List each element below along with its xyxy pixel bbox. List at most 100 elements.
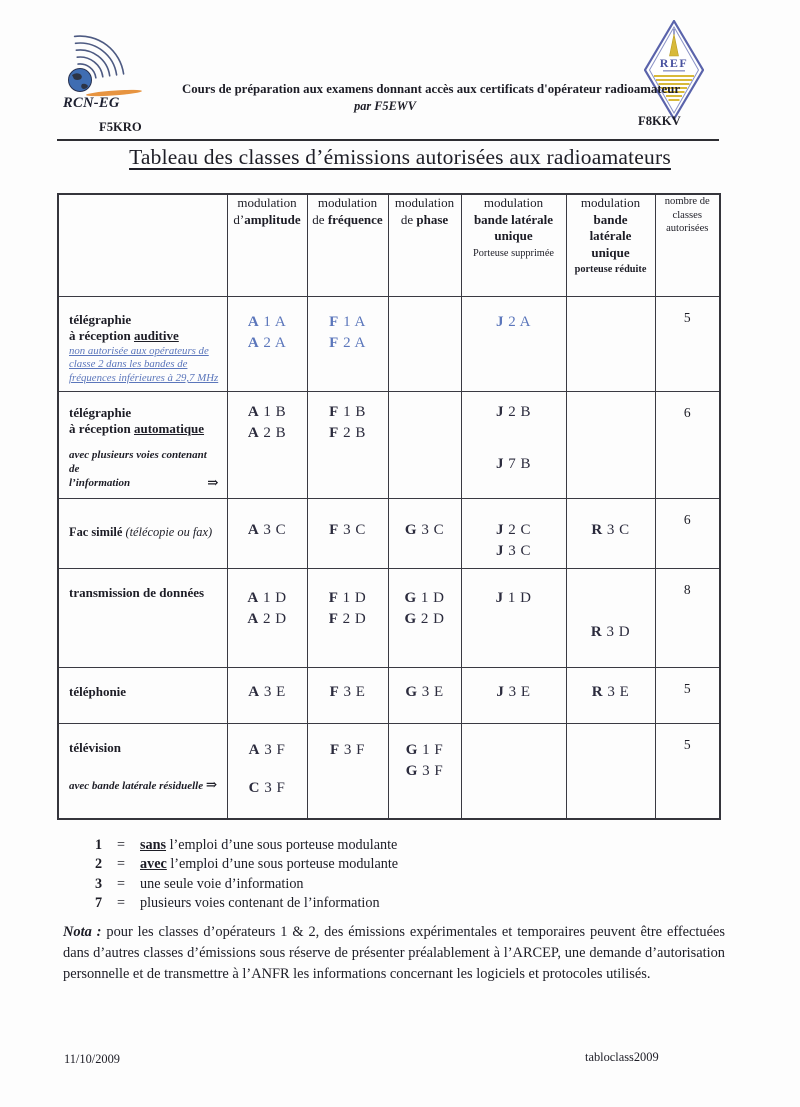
row-telegraphie-auditive: télégraphie à réception auditive non aut… [57, 295, 721, 392]
header-keyword: unique [591, 244, 630, 260]
orange-swoosh [86, 89, 142, 97]
row-telegraphie-automatique: télégraphie à réception automatique avec… [57, 390, 721, 499]
cell-blu-reduite: R 3 D [565, 567, 656, 668]
cell-amplitude: A 1 B A 2 B [226, 390, 308, 499]
emission-code: J 7 B [495, 455, 531, 472]
legend-item: 3 = une seule voie d’information [95, 875, 398, 894]
emission-code: A 3 C [247, 521, 287, 538]
row-note: avec bande latérale résiduelle ⇒ [69, 778, 219, 793]
globe-icon [68, 68, 92, 92]
row-note-blue: non autorisée aux opérateurs de classe 2… [69, 345, 219, 389]
col-header-nombre-classes: nombre de classes autorisées [654, 193, 721, 297]
row-label-cell: téléphonie [57, 666, 228, 724]
legend-keyword: avec [140, 856, 167, 873]
col-header-modulation-amplitude: modulation d’amplitude [226, 193, 308, 297]
rcn-eg-logo [68, 35, 142, 97]
header-line: modulation [483, 195, 544, 210]
legend-item: 1 = sans l’emploi d’une sous porteuse mo… [95, 836, 398, 855]
ref-logo: REF [644, 20, 704, 120]
legend-number: 1 [95, 837, 103, 853]
note-line: l’information ⇒ [69, 474, 219, 490]
row-title: téléphonie [69, 683, 127, 699]
emission-code: J 2 B [495, 403, 531, 420]
legend-rest: plusieurs voies contenant de l’informati… [140, 894, 380, 911]
course-title-line: Cours de préparation aux examens donnant… [181, 82, 681, 96]
emission-code: F 1 D [328, 589, 367, 606]
cell-amplitude: A 1 A A 2 A [226, 295, 308, 392]
header-subtext: Porteuse supprimée [473, 247, 554, 259]
legend-number: 3 [95, 875, 103, 892]
emission-code: G 3 C [404, 521, 445, 538]
row-title-emph: auditive [133, 328, 179, 343]
nota-text: pour les classes d’opérateurs 1 & 2, des… [63, 924, 725, 982]
globe-continent [72, 73, 82, 80]
emission-code: A 1 D [247, 589, 287, 606]
emission-code: R 3 E [591, 683, 630, 700]
col-header-modulation-phase: modulation de phase [387, 193, 462, 297]
cell-frequence: F 3 E [306, 666, 389, 724]
cell-phase: G 3 E [387, 666, 462, 724]
header-line: autorisées [666, 223, 709, 234]
double-arrow-icon: ⇒ [205, 777, 218, 792]
legend-rest: une seule voie d’information [140, 875, 304, 892]
legend-number: 2 [95, 856, 103, 873]
header-keyword: bande latérale [473, 211, 554, 227]
header-line: de fréquence [308, 212, 388, 229]
header-line: modulation [580, 195, 641, 210]
emission-code: A 3 E [248, 683, 286, 700]
note-line: fréquences inférieures à 29,7 MHz [69, 372, 219, 385]
table-header-row: modulation d’amplitude modulation de fré… [57, 193, 721, 297]
footer-date: 11/10/2009 [64, 1052, 120, 1066]
header-pre: de [312, 211, 328, 227]
cell-amplitude: A 3 F C 3 F [226, 722, 308, 820]
cell-blu-supprimee [460, 722, 567, 820]
emission-code: J 2 C [495, 521, 531, 538]
callsign-left: F5KRO [99, 120, 142, 134]
ref-diamond-inner [648, 25, 700, 115]
note-line: avec bande latérale résiduelle ⇒ [69, 778, 219, 793]
cell-blu-reduite [565, 722, 656, 820]
row-label-cell: télévision avec bande latérale résiduell… [57, 722, 228, 820]
emission-code: A 1 A [247, 313, 287, 330]
emission-code: G 2 D [404, 610, 445, 627]
emission-code: A 2 D [247, 610, 287, 627]
emission-code: G 1 D [404, 589, 445, 606]
row-title: télégraphie [69, 404, 132, 420]
row-title: Fac similé [69, 524, 123, 539]
cell-blu-reduite [565, 390, 656, 499]
emission-code: F 2 A [329, 334, 366, 351]
ref-hatch-lines [654, 75, 694, 101]
row-title: à réception automatique [69, 421, 219, 438]
cell-blu-supprimee: J 2 C J 3 C [460, 497, 567, 569]
row-label-cell: transmission de données [57, 567, 228, 668]
legend-equals: = [117, 875, 126, 892]
legend-text: une seule voie d’information [140, 875, 304, 894]
header-line: nombre de [664, 196, 710, 207]
antenna-tower-icon [669, 33, 679, 57]
cell-count: 6 [654, 497, 721, 569]
cell-count: 5 [654, 722, 721, 820]
callsign-right: F8KKV [638, 114, 681, 128]
emission-code: J 2 A [495, 313, 531, 330]
row-title: à réception auditive [69, 328, 219, 345]
row-fac-simile: Fac similé (télécopie ou fax) A 3 C F 3 … [57, 497, 721, 569]
cell-blu-reduite: R 3 C [565, 497, 656, 569]
emission-code: F 3 C [329, 521, 366, 538]
double-arrow-icon: ⇒ [207, 474, 219, 490]
header-line: modulation [237, 195, 297, 210]
cell-amplitude: A 3 C [226, 497, 308, 569]
emission-code: G 3 E [405, 683, 444, 700]
row-title-emph: automatique [133, 421, 205, 436]
header-keyword: amplitude [244, 211, 301, 227]
nota-label: Nota : [63, 924, 102, 940]
emission-code: J 1 D [495, 589, 532, 606]
radio-waves-icon [73, 35, 125, 79]
emission-code: F 1 A [329, 313, 366, 330]
legend-rest: l’emploi d’une sous porteuse modulante [166, 837, 398, 853]
header-line: modulation [317, 195, 378, 210]
emission-code: F 2 D [328, 610, 367, 627]
header-line: de phase [389, 212, 461, 229]
legend-text: plusieurs voies contenant de l’informati… [140, 894, 380, 913]
header-line: d’amplitude [228, 212, 307, 229]
legend-rest: l’emploi d’une sous porteuse modulante [166, 856, 399, 873]
